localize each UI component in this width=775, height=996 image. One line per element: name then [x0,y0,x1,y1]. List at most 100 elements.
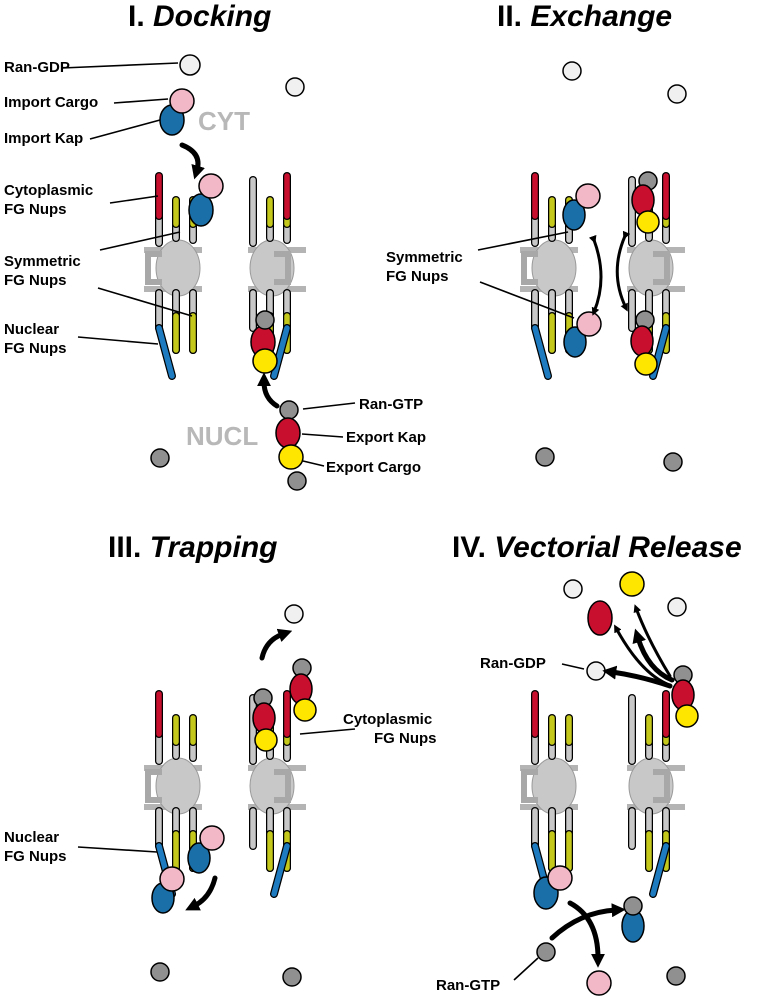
nuclear-pore-docking [144,172,306,380]
leader-line [109,195,159,204]
nup-bracket [653,769,670,803]
label-nuclear-fg-nups: Nuclear FG Nups [4,321,67,357]
ran-gdp-molecule [667,597,687,617]
nuclear-fg-nup [271,843,290,897]
panel-title-trapping: III. Trapping [108,531,277,564]
ran-gdp-molecule [667,84,687,104]
export-kap [275,417,301,449]
nup-scaffold [531,757,577,815]
leader-line [61,62,179,69]
ran-gdp-molecule [179,54,201,76]
label-ran-gtp: Ran-GTP [359,396,423,413]
nup-bracket [145,251,162,285]
ran-gdp-molecule [284,604,304,624]
leader-line [513,957,539,981]
import-arrow [179,142,205,180]
label-nuclear-fg-nups: Nuclear FG Nups [4,829,67,865]
ran-gdp-molecule [285,77,305,97]
label-export-kap: Export Kap [346,429,426,446]
cyt-label: CYT [198,106,250,136]
import-cargo [169,88,195,114]
export-cargo [252,348,278,374]
release-arrow [633,604,672,678]
release-arrow [185,875,218,911]
import-cargo [576,311,602,337]
import-kap [562,199,586,231]
panel-title-vectorial-release: IV. Vectorial Release [452,531,742,564]
label-symmetric-fg-nups: Symmetric FG Nups [386,249,463,285]
leader-line [561,663,585,670]
exchange-arrow [588,234,603,316]
export-cargo [619,571,645,597]
import-kap [187,842,211,874]
nup-bracket [521,769,538,803]
exchange-arrow [615,230,631,312]
ran-gtp-molecule [623,896,643,916]
ran-gtp-molecule [535,447,555,467]
ran-gtp-molecule [666,966,686,986]
export-cargo [278,444,304,470]
export-cargo [634,352,658,376]
release-arrow [259,628,293,661]
label-cytoplasmic-fg-nups: Cytoplasmic FG Nups [343,711,437,747]
label-export-cargo: Export Cargo [326,459,421,476]
nup-scaffold [155,757,201,815]
panel-title-docking: I. Docking [128,0,271,33]
ran-gdp-molecule [562,61,582,81]
import-cargo [547,865,573,891]
export-kap [587,600,613,636]
leader-line [113,98,169,104]
nup-scaffold [531,239,577,297]
nuclear-fg-nup [156,325,175,379]
leader-line [97,287,193,317]
export-kap [630,325,654,357]
leader-line [299,728,356,735]
import-cargo [199,825,225,851]
leader-line [77,846,158,853]
ran-gtp-molecule [150,962,170,982]
nuclear-pore-vectorial-release [520,690,685,898]
leader-line [479,281,575,319]
import-cargo [159,866,185,892]
nuclear-fg-nup [532,325,551,379]
export-arrow [257,372,280,409]
nup-scaffold [155,239,201,297]
nup-bracket [274,769,291,803]
ran-gtp-molecule [536,942,556,962]
nup-bracket [274,251,291,285]
leader-line [477,231,569,251]
ran-gtp-molecule [287,471,307,491]
import-cargo [575,183,601,209]
label-cytoplasmic-fg-nups: Cytoplasmic FG Nups [4,182,93,218]
import-cargo [198,173,224,199]
leader-line [77,336,159,345]
import-cargo [586,970,612,996]
label-ran-gdp: Ran-GDP [4,59,70,76]
nup-bracket [653,251,670,285]
export-kap [631,184,655,216]
export-cargo [254,728,278,752]
panel-title-exchange: II. Exchange [497,0,672,33]
import-kap [188,193,214,227]
import-kap [563,326,587,358]
ran-gtp-molecule [279,400,299,420]
label-ran-gtp: Ran-GTP [436,977,500,994]
leader-line [302,402,356,410]
label-import-cargo: Import Cargo [4,94,98,111]
label-ran-gdp: Ran-GDP [480,655,546,672]
ran-gtp-molecule [282,967,302,987]
ran-gtp-molecule [255,310,275,330]
ran-gtp-molecule [150,448,170,468]
leader-line [89,119,161,140]
release-arrow [549,903,626,941]
leader-line [99,231,181,251]
export-cargo [675,704,699,728]
nuclear-pore-exchange [520,172,685,380]
ran-gdp-molecule [563,579,583,599]
label-import-kap: Import Kap [4,130,83,147]
export-cargo [293,698,317,722]
nuclear-fg-nup [271,325,290,379]
nup-bracket [145,769,162,803]
nucl-label: NUCL [186,421,258,451]
export-cargo [636,210,660,234]
